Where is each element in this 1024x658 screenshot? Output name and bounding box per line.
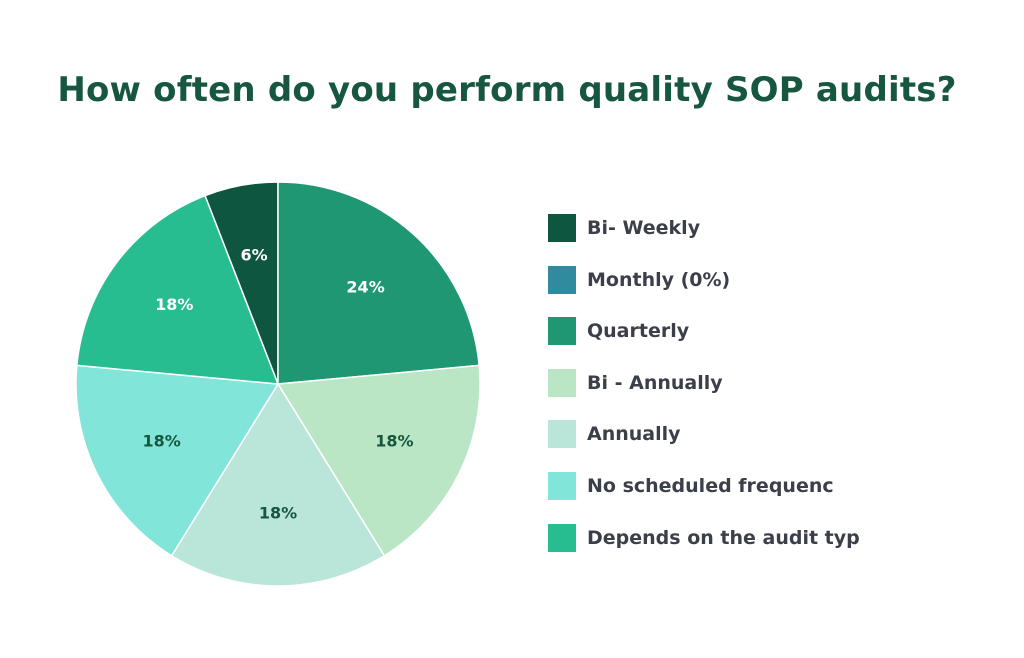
legend-item-2: Quarterly: [548, 315, 860, 347]
legend-swatch-4: [548, 420, 576, 449]
legend-label-6: Depends on the audit typ: [587, 526, 860, 549]
legend-swatch-6: [548, 523, 576, 552]
legend-item-5: No scheduled frequenc: [548, 470, 860, 502]
legend-item-4: Annually: [548, 418, 860, 450]
legend-swatch-2: [548, 317, 576, 346]
legend-label-3: Bi - Annually: [587, 371, 723, 394]
slice-label-0: 6%: [241, 246, 268, 265]
legend-item-3: Bi - Annually: [548, 367, 860, 399]
legend-label-1: Monthly (0%): [587, 268, 731, 291]
slice-label-2: 24%: [346, 277, 384, 296]
chart-title: How often do you perform quality SOP aud…: [57, 70, 957, 110]
legend-label-4: Annually: [587, 423, 681, 446]
pie-slice-4: [170, 383, 386, 587]
pie-slice-5: [75, 364, 279, 557]
legend-item-1: Monthly (0%): [548, 264, 860, 296]
legend-item-6: Depends on the audit typ: [548, 522, 860, 554]
legend-swatch-0: [548, 214, 576, 242]
legend-swatch-1: [548, 265, 576, 294]
slice-label-5: 18%: [142, 431, 180, 450]
pie-chart: 6% 24% 18% 18% 18% 18%: [75, 181, 481, 587]
pie-slice-6: [76, 194, 279, 385]
legend-label-5: No scheduled frequenc: [587, 474, 834, 497]
legend-label-0: Bi- Weekly: [587, 217, 701, 239]
legend-item-0: Bi- Weekly: [548, 212, 860, 244]
legend-swatch-5: [548, 471, 576, 500]
pie-slice-2: [277, 181, 480, 385]
slice-label-4: 18%: [259, 504, 297, 523]
legend-label-2: Quarterly: [587, 320, 690, 343]
slice-label-6: 18%: [155, 295, 193, 314]
slice-label-3: 18%: [375, 431, 413, 450]
legend-swatch-3: [548, 368, 576, 397]
chart-legend: Bi- Weekly Monthly (0%) Quarterly Bi - Annu…: [548, 212, 860, 573]
pie-slice-3: [277, 364, 481, 557]
